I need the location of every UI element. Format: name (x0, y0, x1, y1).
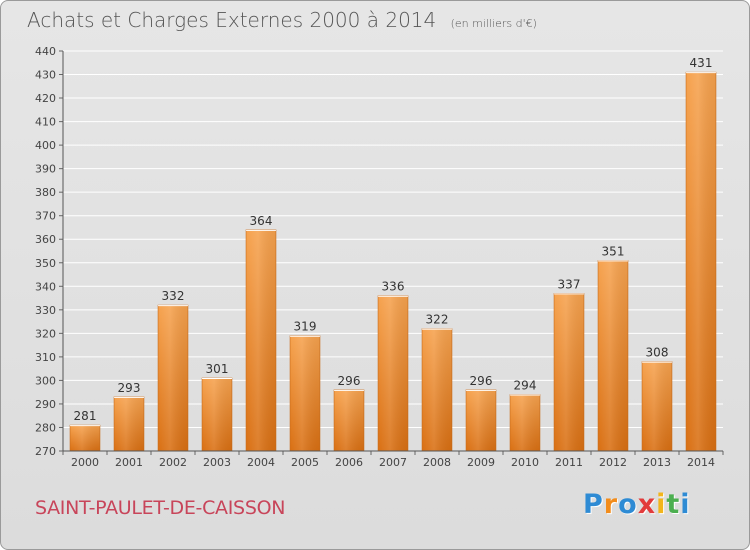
x-tick-label: 2004 (247, 456, 275, 469)
x-tick-label: 2011 (555, 456, 583, 469)
bar-sheen (158, 305, 188, 451)
logo-letter: P (583, 489, 604, 520)
bar-sheen (246, 229, 276, 451)
data-label: 319 (294, 320, 317, 334)
y-tick-label: 360 (35, 233, 56, 246)
x-axis-ticks: 2000 2001 2002 2003 2004 2005 2006 2007 2008 2009… (62, 451, 724, 469)
y-tick-label: 300 (35, 374, 56, 387)
y-tick-label: 410 (35, 116, 56, 129)
y-tick-label: 400 (35, 139, 56, 152)
chart-title: Achats et Charges Externes 2000 à 2014 (… (27, 8, 537, 32)
x-tick-label: 2013 (643, 456, 671, 469)
bar-sheen (334, 389, 364, 451)
y-tick-label: 370 (35, 210, 56, 223)
x-tick-label: 2002 (159, 456, 187, 469)
chart-title-text: Achats et Charges Externes 2000 à 2014 (27, 8, 437, 32)
bar-sheen (202, 378, 232, 451)
data-label: 364 (250, 214, 273, 228)
x-tick-label: 2005 (291, 456, 319, 469)
x-tick-label: 2007 (379, 456, 407, 469)
data-labels: 281 293 332 301 364 319 296 336 322 296 294 337 351 3… (74, 56, 713, 423)
logo-letter: x (637, 489, 657, 520)
y-tick-label: 320 (35, 327, 56, 340)
y-tick-label: 420 (35, 92, 56, 105)
data-label: 431 (690, 56, 713, 70)
y-tick-label: 350 (35, 257, 56, 270)
data-label: 351 (602, 244, 625, 258)
y-tick-label: 310 (35, 351, 56, 364)
bar-sheen (686, 72, 716, 452)
y-tick-label: 330 (35, 304, 56, 317)
data-label: 294 (514, 379, 537, 393)
data-label: 281 (74, 409, 97, 423)
logo-letter: i (656, 489, 667, 520)
logo-letter: t (666, 489, 681, 520)
data-label: 296 (470, 374, 493, 388)
data-label: 322 (426, 313, 449, 327)
bar-sheen (422, 328, 452, 451)
y-tick-label: 380 (35, 186, 56, 199)
bar-sheen (510, 394, 540, 451)
x-tick-label: 2012 (599, 456, 627, 469)
bar-sheen (290, 335, 320, 451)
bar-sheen (554, 293, 584, 451)
y-tick-label: 390 (35, 163, 56, 176)
y-axis-ticks: 270 280 290 300 310 320 330 340 350 360 370 380 390 4… (35, 45, 63, 458)
logo-letter: i (680, 489, 691, 520)
data-label: 301 (206, 362, 229, 376)
chart-subtitle: (en milliers d'€) (450, 17, 537, 30)
logo-letter: o (618, 489, 638, 520)
data-label: 337 (558, 277, 581, 291)
y-tick-label: 440 (35, 45, 56, 58)
x-tick-label: 2006 (335, 456, 363, 469)
x-tick-label: 2014 (687, 456, 715, 469)
x-tick-label: 2000 (71, 456, 99, 469)
data-label: 296 (338, 374, 361, 388)
y-tick-label: 430 (35, 69, 56, 82)
bar-sheen (598, 260, 628, 451)
bar-sheen (642, 361, 672, 451)
proxiti-logo: Proxiti (583, 489, 691, 520)
x-tick-label: 2003 (203, 456, 231, 469)
data-label: 336 (382, 280, 405, 294)
bar-sheen (466, 389, 496, 451)
data-label: 308 (646, 346, 669, 360)
y-tick-label: 290 (35, 398, 56, 411)
data-label: 293 (118, 381, 141, 395)
bar-sheen (114, 396, 144, 451)
x-tick-label: 2001 (115, 456, 143, 469)
commune-name: SAINT-PAULET-DE-CAISSON (35, 497, 286, 519)
x-tick-label: 2008 (423, 456, 451, 469)
y-tick-label: 280 (35, 421, 56, 434)
y-tick-label: 340 (35, 280, 56, 293)
logo-letter: r (603, 489, 619, 520)
x-tick-label: 2009 (467, 456, 495, 469)
bar-sheen (70, 425, 100, 451)
x-tick-label: 2010 (511, 456, 539, 469)
data-label: 332 (162, 289, 185, 303)
bar-sheen (378, 295, 408, 451)
bars (69, 71, 717, 452)
y-tick-label: 270 (35, 445, 56, 458)
